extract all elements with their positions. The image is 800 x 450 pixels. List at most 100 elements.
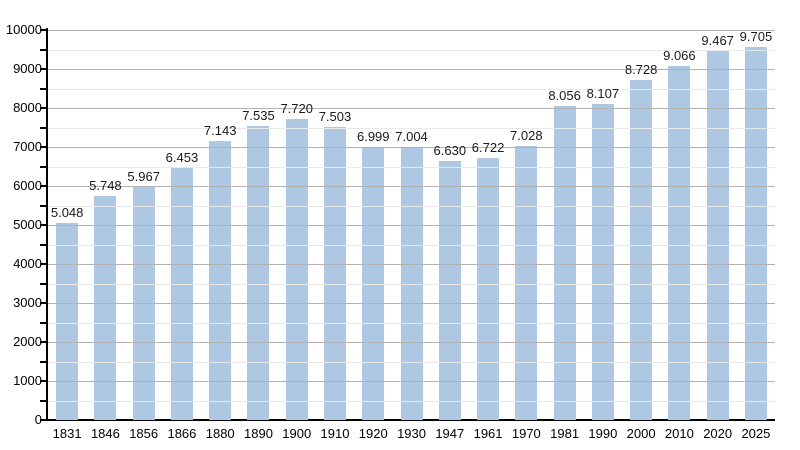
- y-axis-tick: [40, 224, 46, 226]
- bar-value-label: 6.722: [471, 139, 505, 155]
- x-axis-label: 2010: [664, 426, 694, 441]
- bar-value-label: 6.453: [165, 150, 199, 166]
- y-axis-tick: [40, 48, 46, 51]
- y-axis-tick: [40, 68, 46, 70]
- bar-value-label: 9.705: [739, 29, 773, 44]
- bar-value-label: 6.630: [433, 143, 467, 159]
- y-axis-label: 3000: [13, 295, 42, 310]
- bar-series: 5.048 5.748 5.967 6.453 7.143 7.535 7.720 7.503…: [48, 30, 775, 420]
- y-axis-label: 7000: [13, 139, 42, 154]
- bar-group: 9.467: [699, 30, 737, 420]
- y-axis-tick: [40, 107, 46, 109]
- y-axis-line: [46, 28, 48, 420]
- x-axis-label: 1961: [473, 426, 503, 441]
- bar: [591, 103, 614, 420]
- y-axis-label: 4000: [13, 256, 42, 271]
- bar-value-label: 7.004: [395, 128, 428, 144]
- bar: [285, 118, 308, 420]
- x-axis-line: [46, 419, 775, 421]
- bar: [247, 126, 270, 420]
- x-axis-label: 1856: [129, 426, 159, 441]
- bar-value-label: 8.107: [586, 85, 620, 101]
- bar-group: 8.056: [545, 30, 583, 420]
- y-axis-tick: [40, 263, 46, 265]
- y-axis-tick: [40, 341, 46, 343]
- bar-group: 7.004: [392, 30, 430, 420]
- y-axis-label: 10000: [5, 22, 42, 37]
- bar-group: 5.048: [48, 30, 86, 420]
- bar: [323, 127, 346, 420]
- y-axis-tick: [40, 302, 46, 304]
- y-axis-tick: [40, 243, 46, 246]
- bar-value-label: 8.728: [624, 61, 658, 77]
- y-axis-tick: [40, 360, 46, 363]
- bar: [438, 161, 461, 420]
- bar-group: 8.107: [584, 30, 622, 420]
- bar: [706, 50, 729, 420]
- bar-group: 6.630: [431, 30, 469, 420]
- bar-group: 7.720: [278, 30, 316, 420]
- x-axis-label: 1981: [550, 426, 580, 441]
- bar: [170, 168, 193, 420]
- x-axis-label: 2000: [626, 426, 656, 441]
- bar: [744, 47, 767, 420]
- bar: [362, 147, 385, 420]
- x-axis-label: 2020: [703, 426, 733, 441]
- x-axis-labels: 1831 1846 1856 1866 1880 1890 1900 1910 1920 1930…: [48, 426, 775, 441]
- y-axis-label: 6000: [13, 178, 42, 193]
- bar: [132, 187, 155, 420]
- y-axis-label: 5000: [13, 217, 42, 232]
- x-axis-label: 1880: [205, 426, 235, 441]
- y-axis-tick: [40, 399, 46, 402]
- x-axis-label: 1846: [90, 426, 120, 441]
- bar-value-label: 5.748: [89, 177, 122, 193]
- bar-value-label: 7.535: [242, 108, 275, 124]
- bar: [515, 145, 538, 420]
- bar: [477, 157, 500, 420]
- bar-value-label: 7.143: [203, 123, 237, 139]
- bar-value-label: 9.467: [701, 32, 734, 48]
- y-axis-tick: [40, 380, 46, 382]
- bar-value-label: 8.056: [548, 87, 581, 103]
- bar: [209, 141, 232, 420]
- y-axis-tick: [40, 321, 46, 324]
- y-axis-tick: [40, 146, 46, 148]
- bar-group: 6.453: [163, 30, 201, 420]
- bar-group: 6.722: [469, 30, 507, 420]
- x-axis-label: 1970: [511, 426, 541, 441]
- y-axis-tick: [40, 165, 46, 168]
- y-axis-label: 9000: [13, 61, 42, 76]
- x-axis-label: 1990: [588, 426, 618, 441]
- x-axis-label: 1910: [320, 426, 350, 441]
- bar-value-label: 9.066: [663, 48, 696, 64]
- bar-value-label: 7.720: [280, 100, 313, 116]
- bar-value-label: 5.048: [50, 205, 84, 221]
- bar-group: 9.705: [737, 30, 775, 420]
- y-axis-tick: [40, 87, 46, 90]
- bar-value-label: 6.999: [356, 129, 390, 145]
- y-axis-label: 0: [34, 412, 42, 427]
- bar-value-label: 5.967: [127, 169, 160, 185]
- bar-group: 7.503: [316, 30, 354, 420]
- bar: [553, 105, 576, 420]
- bar: [630, 79, 653, 420]
- bar-group: 5.967: [125, 30, 163, 420]
- bar: [668, 66, 691, 420]
- y-axis-label: 8000: [13, 100, 42, 115]
- x-axis-label: 1831: [52, 426, 82, 441]
- y-axis-tick: [40, 282, 46, 285]
- y-axis-tick: [40, 29, 46, 31]
- x-axis-label: 1947: [435, 426, 465, 441]
- x-axis-label: 1890: [244, 426, 273, 441]
- bar-value-label: 7.028: [510, 127, 543, 143]
- x-axis-label: 1900: [282, 426, 312, 441]
- x-axis-label: 1866: [167, 426, 197, 441]
- bar-group: 8.728: [622, 30, 660, 420]
- bar-value-label: 7.503: [318, 109, 352, 125]
- bar: [400, 146, 423, 420]
- bar-group: 7.143: [201, 30, 239, 420]
- y-axis-tick: [40, 419, 46, 421]
- x-axis-label: 2025: [741, 426, 771, 441]
- bar-group: 6.999: [354, 30, 392, 420]
